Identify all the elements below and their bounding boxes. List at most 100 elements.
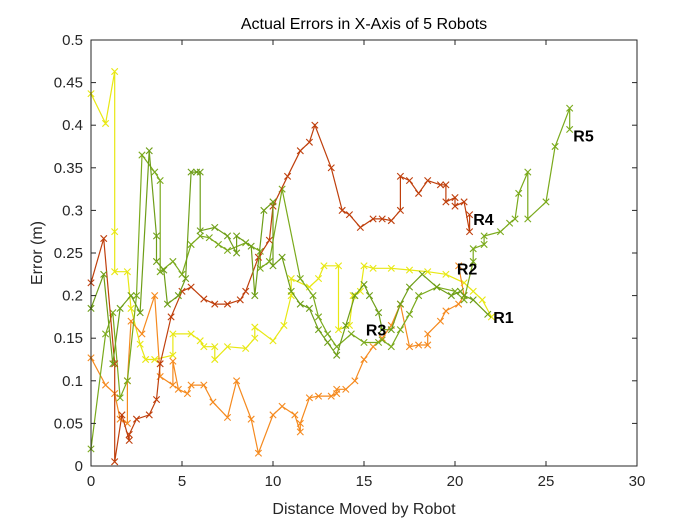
data-point [369, 215, 377, 223]
y-axis-title: Error (m) [29, 221, 46, 285]
data-point [280, 321, 288, 330]
data-point [187, 168, 195, 176]
data-point [101, 381, 110, 389]
data-point [347, 330, 355, 338]
x-tick-label: 20 [447, 473, 464, 490]
data-point [200, 381, 208, 389]
data-point [551, 142, 559, 151]
data-point [145, 411, 153, 419]
data-point [101, 119, 110, 128]
data-point [260, 206, 268, 214]
data-point [269, 198, 277, 206]
data-point [138, 151, 146, 159]
data-point [223, 246, 232, 255]
data-point [209, 398, 217, 406]
data-point [566, 125, 574, 134]
data-point [309, 292, 317, 300]
data-point [333, 385, 341, 393]
data-point [396, 206, 404, 214]
data-point [305, 394, 313, 402]
data-point [167, 313, 175, 321]
data-point [342, 385, 350, 393]
data-point [111, 268, 119, 276]
data-point [196, 227, 204, 235]
data-point [405, 343, 414, 351]
data-point [156, 176, 164, 185]
data-point [100, 234, 108, 243]
data-point [314, 313, 323, 321]
data-point [334, 262, 343, 270]
data-point [415, 292, 423, 300]
data-point [211, 355, 219, 364]
x-tick-label: 15 [356, 473, 373, 490]
series-line-r3 [90, 107, 571, 450]
data-point [132, 292, 141, 300]
series-r4 [87, 121, 474, 466]
y-tick-label: 0.4 [62, 117, 83, 134]
data-point [369, 264, 377, 272]
data-point [156, 268, 164, 276]
data-point [314, 274, 323, 283]
data-point [132, 415, 141, 423]
data-point [136, 340, 144, 348]
data-point [424, 176, 432, 185]
data-point [442, 307, 450, 315]
data-point [156, 372, 164, 381]
data-point [187, 330, 195, 338]
data-point [174, 292, 182, 300]
data-point [405, 266, 414, 274]
data-point [183, 389, 192, 398]
data-point [387, 217, 395, 225]
data-point [269, 411, 277, 419]
y-tick-label: 0.15 [54, 330, 83, 347]
data-point [256, 247, 264, 255]
data-point [447, 292, 455, 300]
y-tick-label: 0.5 [62, 32, 83, 49]
data-point [174, 385, 182, 393]
data-point [327, 392, 335, 400]
data-point [424, 330, 432, 338]
data-point [125, 430, 133, 439]
series-line-r4 [90, 123, 471, 462]
robot-label-r3: R3 [366, 323, 387, 340]
data-point [327, 164, 335, 172]
robot-label-r4: R4 [473, 212, 494, 229]
data-point [365, 292, 374, 300]
data-point [291, 411, 299, 419]
data-point [151, 355, 159, 364]
data-point [296, 147, 304, 155]
data-point [465, 228, 474, 236]
data-point [460, 292, 468, 300]
data-point [469, 257, 477, 266]
data-point [442, 181, 450, 189]
data-point [436, 317, 445, 325]
data-point [305, 283, 313, 291]
robot-label-r2: R2 [457, 261, 478, 278]
data-point [151, 168, 159, 176]
data-point [278, 253, 286, 261]
series-r1 [87, 67, 495, 364]
plot-area [91, 40, 637, 466]
x-tick-label: 30 [629, 473, 646, 490]
data-point [296, 428, 304, 436]
y-tick-label: 0.2 [62, 288, 83, 305]
data-point [324, 338, 332, 347]
data-point [378, 336, 386, 344]
data-point [214, 240, 222, 249]
data-point [524, 168, 532, 176]
data-point [374, 338, 383, 347]
data-point [118, 411, 126, 419]
series-r5 [87, 147, 492, 368]
data-point [251, 334, 259, 342]
data-point [169, 351, 177, 359]
data-point [163, 300, 172, 308]
data-point [314, 326, 323, 334]
robot-label-r5: R5 [573, 128, 594, 145]
data-point [196, 337, 204, 345]
data-point [387, 264, 395, 272]
data-point [469, 296, 477, 304]
data-point [442, 198, 450, 206]
x-tick-label: 25 [538, 473, 555, 490]
data-point [396, 326, 404, 334]
